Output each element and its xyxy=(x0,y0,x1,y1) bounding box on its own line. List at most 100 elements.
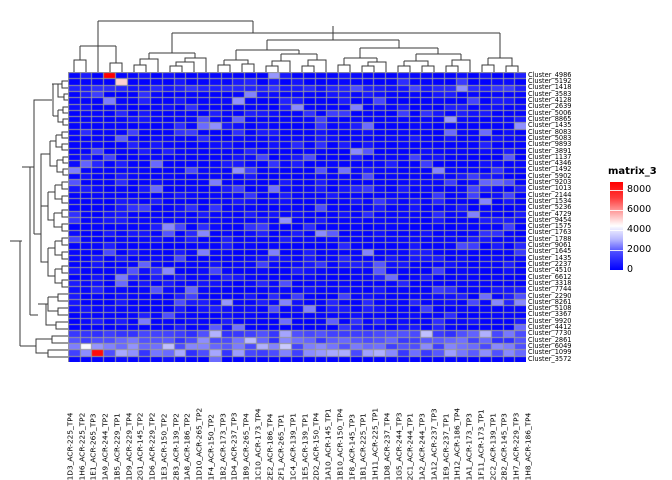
column-tick-label: 2F1_ACR-265_TP1 xyxy=(276,413,286,480)
row-tick-label: Cluster_2639 xyxy=(528,102,572,111)
column-tick-label: 1H6_ACR-225_TP2 xyxy=(77,412,87,480)
row-tick-label: Cluster_1418 xyxy=(528,83,572,92)
row-tick-label: Cluster_4412 xyxy=(528,323,572,332)
column-tick-label: 1C4_ACR-139_TP1 xyxy=(288,412,298,480)
column-tick-label: 2B2_ACR-145_TP3 xyxy=(499,412,509,480)
row-tick-label: Cluster_1435 xyxy=(528,121,572,130)
column-tick-label: 1D3_ACR-225_TP4 xyxy=(65,412,75,480)
row-tick-label: Cluster_1492 xyxy=(528,165,572,174)
column-tick-label: 1E1_ACR-265_TP3 xyxy=(88,413,98,480)
row-tick-label: Cluster_1099 xyxy=(528,348,572,357)
row-tick-label: Cluster_3318 xyxy=(528,278,572,287)
row-tick-label: Cluster_4510 xyxy=(528,266,572,275)
row-tick-label: Cluster_1435 xyxy=(528,253,572,262)
column-tick-label: 1C10_ACR-173_TP4 xyxy=(253,407,263,480)
row-tick-label: Cluster_3891 xyxy=(528,146,572,155)
row-tick-label: Cluster_5902 xyxy=(528,171,572,180)
row-tick-label: Cluster_5108 xyxy=(528,304,572,313)
column-tick-label: 1B9_ACR-265_TP4 xyxy=(241,412,251,480)
row-tick-label: Cluster_4729 xyxy=(528,209,572,218)
column-tick-label: 1B2_ACR-173_TP3 xyxy=(218,412,228,480)
legend-tickmark xyxy=(610,210,623,211)
row-tick-label: Cluster_9203 xyxy=(528,178,572,187)
row-tick-label: Cluster_6612 xyxy=(528,272,572,281)
column-tick-label: 2C2_ACR-139_TP1 xyxy=(488,412,498,480)
column-tick-label: 1F4_ACR-150_TP2 xyxy=(206,413,216,480)
legend-tick-label: 4000 xyxy=(627,224,652,236)
column-tick-label: 1E3_ACR-150_TP2 xyxy=(159,413,169,480)
row-tick-label: Cluster_8083 xyxy=(528,127,572,136)
column-dendrogram xyxy=(73,20,519,72)
column-tick-label: 1G5_ACR-244_TP3 xyxy=(394,412,404,480)
column-tick-label: 1A1_ACR-173_TP3 xyxy=(464,412,474,480)
legend-tickmark xyxy=(610,190,623,191)
column-tick-label: 1D8_ACR-237_TP4 xyxy=(382,412,392,480)
row-tick-label: Cluster_5006 xyxy=(528,108,572,117)
column-tick-label: 1A12_ACR-237_TP3 xyxy=(429,408,439,480)
row-tick-label: Cluster_3583 xyxy=(528,89,572,98)
column-tick-label: 2B3_ACR-139_TP2 xyxy=(171,412,181,480)
colorbar-legend: matrix_3 8000 6000 4000 2000 0 xyxy=(608,166,672,284)
column-tick-label: 1B1_ACR-225_TP1 xyxy=(359,412,369,480)
column-tick-label: 1H7_ACR-229_TP3 xyxy=(511,412,521,480)
row-tick-label: Cluster_4346 xyxy=(528,159,572,168)
column-tick-label: 1F8_ACR-145_TP3 xyxy=(347,413,357,480)
row-tick-label: Cluster_5236 xyxy=(528,203,572,212)
row-tick-label: Cluster_2290 xyxy=(528,291,572,300)
row-tick-label: Cluster_2237 xyxy=(528,259,572,268)
heatmap-body[interactable] xyxy=(68,72,526,362)
row-tick-label: Cluster_7730 xyxy=(528,329,572,338)
column-tick-label: 2G1_ACR-145_TP2 xyxy=(135,412,145,480)
column-tick-label: 1F11_ACR-173_TP1 xyxy=(476,408,486,480)
row-tick-label: Cluster_1575 xyxy=(528,222,572,231)
row-tick-label: Cluster_9893 xyxy=(528,140,572,149)
legend-tick-label: 8000 xyxy=(627,184,652,196)
legend-tick-label: 6000 xyxy=(627,204,652,216)
row-tick-label: Cluster_2144 xyxy=(528,190,572,199)
row-tick-label: Cluster_9920 xyxy=(528,316,572,325)
column-tick-label: 2C1_ACR-244_TP1 xyxy=(406,412,416,480)
column-tick-label: 1A2_ACR-244_TP3 xyxy=(417,412,427,480)
row-tick-label: Cluster_1013 xyxy=(528,184,572,193)
heatmap-canvas[interactable] xyxy=(68,72,526,362)
row-tick-label: Cluster_4128 xyxy=(528,96,572,105)
row-tick-label: Cluster_1137 xyxy=(528,152,572,161)
legend-tick-label: 2000 xyxy=(627,244,652,256)
row-tick-label: Cluster_2861 xyxy=(528,335,572,344)
row-tick-label: Cluster_1534 xyxy=(528,196,572,205)
column-tick-label: 1B10_ACR-150_TP4 xyxy=(335,408,345,480)
row-tick-label: Cluster_3367 xyxy=(528,310,572,319)
column-tick-label: 2D2_ACR-150_TP4 xyxy=(312,412,322,480)
legend-tickmark xyxy=(610,270,623,271)
legend-tick-label: 0 xyxy=(627,264,634,276)
row-tick-label: Cluster_5192 xyxy=(528,77,572,86)
row-tick-label: Cluster_7744 xyxy=(528,285,572,294)
column-tick-label: 1D6_ACR-229_TP2 xyxy=(147,412,157,480)
legend-title: matrix_3 xyxy=(608,166,657,177)
column-tick-label: 1D10_ACR-265_TP2 xyxy=(194,407,204,480)
row-dendrogram xyxy=(10,80,68,358)
row-axis-labels: Cluster_4986 Cluster_5192 Cluster_1418 Clus… xyxy=(528,66,606,368)
row-tick-label: Cluster_8261 xyxy=(528,297,572,306)
row-tick-label: Cluster_8865 xyxy=(528,114,572,123)
row-tick-label: Cluster_6049 xyxy=(528,341,572,350)
column-tick-label: 1H12_ACR-186_TP4 xyxy=(453,407,462,480)
column-tick-label: 1E5_ACR-139_TP1 xyxy=(300,413,310,480)
column-tick-label: 1A10_ACR-145_TP1 xyxy=(323,408,333,480)
column-tick-label: 1A8_ACR-186_TP2 xyxy=(182,412,192,480)
column-tick-label: 1D9_ACR-229_TP4 xyxy=(124,412,134,480)
row-tick-label: Cluster_5083 xyxy=(528,133,572,142)
legend-tickmark xyxy=(610,230,623,231)
column-tick-label: 1H8_ACR-186_TP4 xyxy=(523,412,533,480)
row-tick-label: Cluster_9454 xyxy=(528,215,572,224)
row-tick-label: Cluster_9061 xyxy=(528,241,572,250)
row-tick-label: Cluster_1788 xyxy=(528,234,572,243)
column-axis-labels: 1D3_ACR-225_TP4 1H6_ACR-225_TP2 1E1_ACR-26… xyxy=(65,362,532,480)
column-tick-label: 2E2_ACR-186_TP4 xyxy=(265,413,275,480)
legend-tickmark xyxy=(610,250,623,251)
row-tick-label: Cluster_3572 xyxy=(528,354,572,363)
colorbar-gradient xyxy=(610,182,623,270)
row-tick-label: Cluster_1763 xyxy=(528,228,572,237)
column-tick-label: 1A9_ACR-244_TP2 xyxy=(100,412,110,480)
